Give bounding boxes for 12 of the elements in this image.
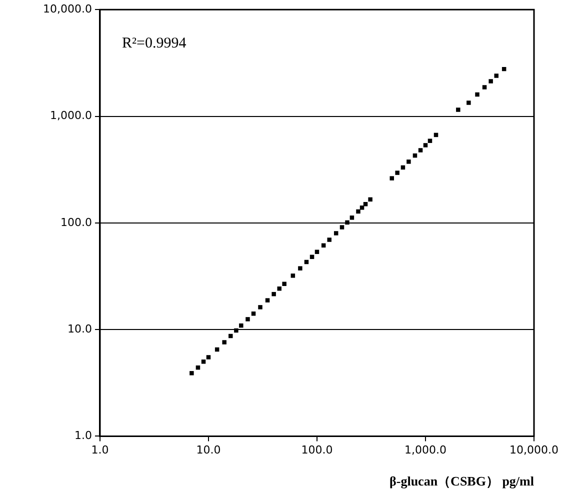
x-tick-label: 100.0 <box>301 444 333 457</box>
y-tick-label: 1,000.0 <box>50 109 92 122</box>
y-tick-label: 10.0 <box>67 322 92 336</box>
y-tick-label: 10,000.0 <box>43 2 92 16</box>
x-tick-label: 10,000.0 <box>510 444 558 457</box>
y-tick-label: 1.0 <box>74 429 92 442</box>
x-tick-label: 1.0 <box>91 444 109 457</box>
x-tick-label: 1,000.0 <box>404 444 446 457</box>
y-tick-label: 100.0 <box>60 216 92 229</box>
x-axis-title: β-glucan（CSBG） pg/ml <box>390 474 534 489</box>
x-tick-label: 10.0 <box>196 444 221 457</box>
annotation: R²=0.9994 <box>122 36 187 52</box>
